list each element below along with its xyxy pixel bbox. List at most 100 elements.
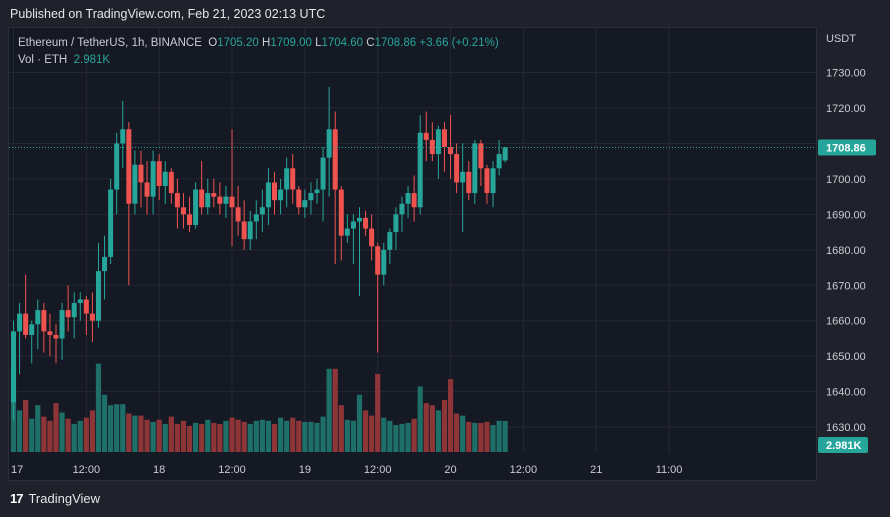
candle-body: [356, 217, 362, 222]
candle-body: [472, 143, 478, 194]
candle-body: [162, 171, 168, 187]
price-tick-label: 1690.00: [826, 209, 866, 221]
volume-bar: [29, 418, 35, 452]
candle-body: [344, 228, 350, 236]
candle-body: [387, 232, 393, 250]
legend-h-label: H: [262, 37, 271, 49]
volume-bar: [223, 420, 229, 452]
candle-body: [11, 331, 16, 403]
candle-body: [95, 271, 101, 321]
volume-bar: [211, 422, 217, 452]
volume-bar: [338, 405, 344, 452]
price-tick-label: 1630.00: [826, 422, 866, 434]
candle-body: [399, 203, 405, 215]
volume-bar: [247, 423, 253, 452]
candle-body: [71, 303, 77, 318]
volume-bar: [399, 423, 405, 452]
volume-bar: [253, 420, 259, 452]
volume-bar: [65, 418, 71, 452]
published-note: Published on TradingView.com, Feb 21, 20…: [10, 7, 326, 21]
candle-body: [156, 161, 162, 187]
candle-body: [59, 310, 65, 339]
volume-bar: [435, 410, 441, 452]
candle-body: [29, 324, 35, 335]
volume-bar: [193, 422, 199, 452]
candle-body: [496, 154, 502, 169]
volume-bar: [77, 420, 83, 452]
candle-body: [150, 161, 156, 197]
volume-bar: [460, 415, 466, 452]
volume-bar: [302, 421, 308, 452]
candle-body: [126, 129, 132, 204]
candle-body: [478, 143, 484, 169]
candle-body: [193, 189, 199, 226]
price-axis: 1630.00 1640.00 1650.00 1660.00 1670.00 1680.…: [826, 68, 866, 435]
candle-body: [174, 193, 180, 208]
legend-close-value: 1708.86: [374, 37, 417, 49]
volume-bar: [411, 418, 417, 452]
volume-bar: [472, 422, 478, 452]
candle-body: [369, 228, 375, 247]
volume-bar: [144, 419, 150, 452]
candle-body: [241, 221, 247, 240]
tradingview-logo-text: TradingView: [28, 491, 101, 506]
volume-bar: [447, 379, 454, 452]
candle-body: [102, 256, 108, 272]
time-tick-label: 21: [590, 464, 602, 476]
currency-label: USDT: [826, 33, 856, 45]
last-price-badge-label: 1708.86: [826, 142, 866, 154]
volume-bar: [393, 424, 399, 452]
candle-body: [247, 221, 253, 240]
volume-bar: [199, 423, 205, 452]
volume-bar: [484, 421, 490, 452]
volume-bar: [362, 410, 369, 452]
candle-body: [17, 313, 23, 332]
volume-bar: [168, 416, 174, 452]
volume-bar: [405, 422, 411, 452]
candle-body: [338, 189, 344, 236]
time-tick-label: 12:00: [218, 464, 246, 476]
volume-bar: [496, 420, 502, 452]
volume-bar: [423, 403, 429, 452]
legend-open-value: 1705.20: [217, 37, 259, 49]
last-volume-badge: [818, 437, 868, 453]
volume-bar: [490, 424, 496, 452]
volume-bar: [23, 400, 29, 452]
candle-body: [65, 310, 71, 318]
volume-bar: [205, 419, 211, 452]
candlestick-chart[interactable]: 1630.00 1640.00 1650.00 1660.00 1670.00 1680.…: [8, 27, 881, 481]
candle-body: [381, 249, 387, 275]
candle-body: [296, 189, 302, 208]
candle-body: [502, 147, 508, 161]
volume-bar: [114, 404, 120, 452]
time-tick-label: 11:00: [656, 464, 683, 476]
price-tick-label: 1660.00: [826, 316, 866, 328]
candle-body: [284, 168, 290, 190]
candle-body: [411, 193, 417, 208]
volume-bar: [332, 368, 338, 452]
candle-body: [417, 132, 423, 208]
volume-bar: [417, 386, 423, 452]
candle-body: [490, 168, 496, 194]
candles: [11, 86, 508, 421]
volume-bar: [387, 420, 393, 452]
volume-bar: [478, 422, 484, 452]
candle-body: [53, 334, 59, 339]
volume-bar: [441, 400, 448, 452]
volume-bar: [180, 420, 187, 452]
candle-body: [314, 189, 320, 194]
volume-bar: [138, 415, 144, 452]
chart-pane[interactable]: [8, 27, 817, 481]
volume-bar: [308, 421, 314, 452]
volume-bar: [265, 420, 272, 452]
tradingview-logo[interactable]: 17 TradingView: [10, 491, 100, 506]
candle-body: [423, 132, 429, 140]
price-tick-label: 1670.00: [826, 280, 866, 292]
candle-body: [393, 214, 399, 233]
candle-body: [211, 193, 217, 197]
volume-bar: [126, 413, 132, 452]
candle-body: [235, 207, 241, 222]
volume-bar: [271, 423, 278, 452]
last-price-badge: [818, 139, 876, 156]
volume-bar: [47, 420, 53, 452]
